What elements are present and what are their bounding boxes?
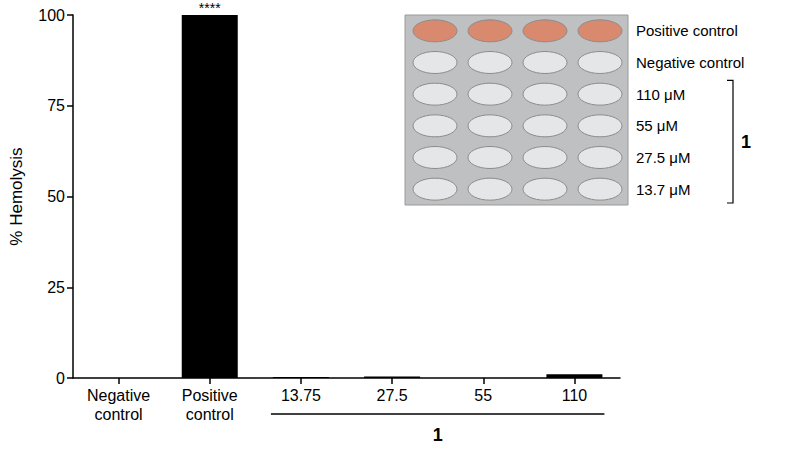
svg-text:Negative: Negative	[87, 387, 150, 404]
svg-text:% Hemolysis: % Hemolysis	[7, 147, 26, 245]
svg-text:control: control	[186, 406, 234, 423]
svg-text:55: 55	[474, 387, 492, 404]
svg-text:1: 1	[741, 132, 751, 152]
svg-text:55 μM: 55 μM	[636, 117, 678, 134]
svg-text:75: 75	[47, 97, 65, 114]
svg-text:13.75: 13.75	[281, 387, 321, 404]
svg-text:100: 100	[38, 7, 65, 24]
svg-text:Positive: Positive	[182, 387, 238, 404]
svg-text:0: 0	[56, 370, 65, 387]
svg-text:Negative control: Negative control	[636, 54, 744, 71]
svg-text:13.7 μM: 13.7 μM	[636, 181, 691, 198]
svg-text:control: control	[95, 406, 143, 423]
svg-text:27.5 μM: 27.5 μM	[636, 149, 691, 166]
svg-text:27.5: 27.5	[377, 387, 408, 404]
svg-text:1: 1	[433, 425, 443, 445]
svg-text:110: 110	[562, 387, 588, 404]
svg-text:Positive control: Positive control	[636, 22, 738, 39]
svg-text:50: 50	[47, 188, 65, 205]
svg-text:110 μM: 110 μM	[636, 86, 685, 103]
svg-text:25: 25	[47, 279, 65, 296]
svg-text:****: ****	[199, 0, 221, 16]
